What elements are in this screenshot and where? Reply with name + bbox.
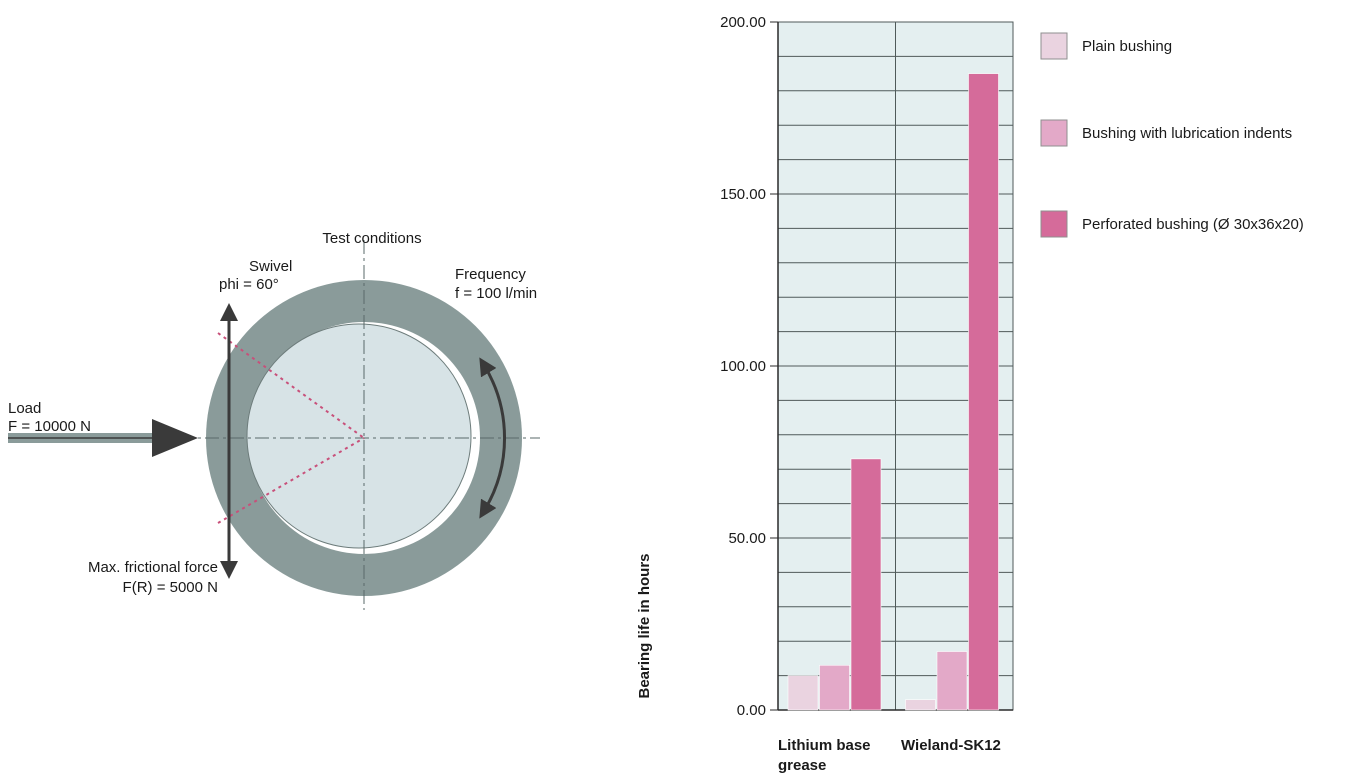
bar — [968, 73, 999, 711]
bar — [787, 675, 819, 711]
legend-label: Plain bushing — [1082, 38, 1172, 55]
legend-swatch — [1040, 32, 1068, 60]
test-conditions-diagram: Test conditions Swivel phi = 60° Frequen… — [8, 230, 540, 610]
load-label: Load — [8, 400, 41, 417]
y-tick-label: 50.00 — [728, 530, 766, 547]
category-labels: Lithium base grease Wieland-SK12 — [778, 737, 1001, 774]
legend-swatch — [1040, 119, 1068, 147]
y-tick-label: 0.00 — [737, 702, 766, 719]
category-label: Lithium base — [778, 737, 871, 754]
y-tick-labels: 0.00 50.00 100.00 150.00 200.00 — [720, 14, 778, 719]
category-label: Wieland-SK12 — [901, 737, 1001, 754]
bar — [819, 664, 850, 711]
friction-value-label: F(R) = 5000 N — [123, 579, 218, 596]
diagram-title: Test conditions — [322, 230, 421, 247]
swivel-angle-line-lower — [217, 437, 365, 524]
rotation-arc-arrow — [479, 357, 507, 519]
bars — [787, 73, 999, 711]
swivel-angle-label: phi = 60° — [219, 276, 279, 293]
load-value-label: F = 10000 N — [8, 418, 91, 435]
legend-label: Bushing with lubrication indents — [1082, 125, 1292, 142]
swivel-label: Swivel — [249, 258, 292, 275]
y-tick-label: 200.00 — [720, 14, 766, 31]
legend-swatch — [1040, 210, 1068, 238]
legend: Plain bushing Bushing with lubrication in… — [1040, 32, 1304, 238]
friction-label: Max. frictional force — [88, 559, 218, 576]
legend-label: Perforated bushing (Ø 30x36x20) — [1082, 216, 1304, 233]
load-arrowhead — [152, 419, 198, 457]
bar — [905, 699, 936, 711]
shaft-disc — [246, 323, 472, 549]
y-tick-label: 100.00 — [720, 358, 766, 375]
y-tick-label: 150.00 — [720, 186, 766, 203]
bar — [850, 458, 882, 711]
swivel-angle-line-upper — [217, 332, 365, 439]
category-label: grease — [778, 757, 826, 774]
bar — [936, 651, 968, 711]
y-axis-label: Bearing life in hours — [636, 553, 653, 698]
frequency-value-label: f = 100 l/min — [455, 285, 537, 302]
frequency-label: Frequency — [455, 266, 526, 283]
